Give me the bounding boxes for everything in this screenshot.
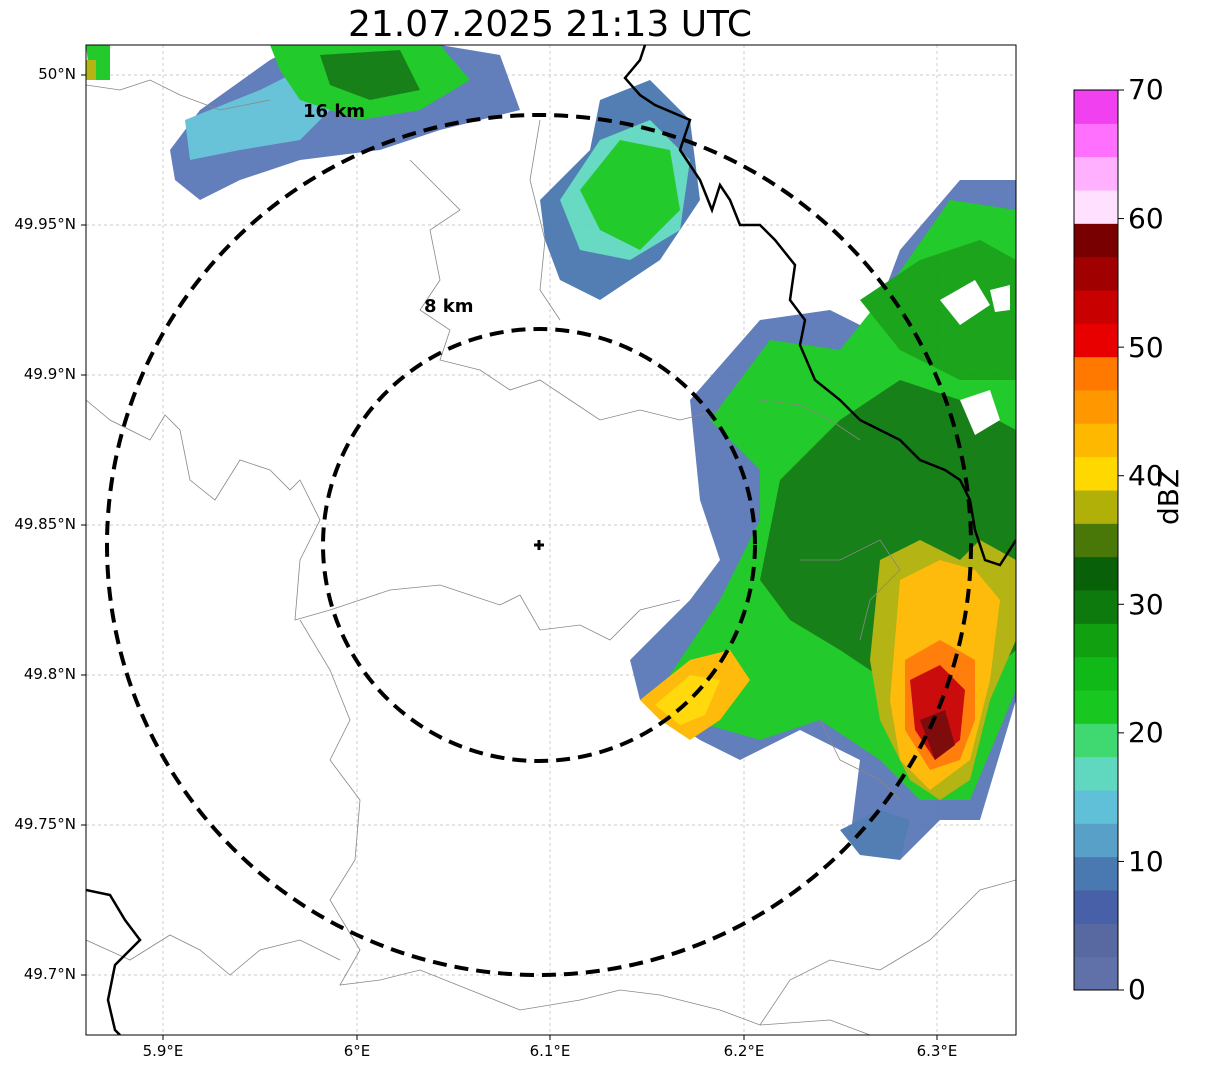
y-tick-label: 50°N	[38, 65, 76, 83]
colorbar-frame	[1073, 89, 1119, 991]
colorbar-tick-label: 70	[1128, 73, 1164, 106]
axis-ticks	[81, 74, 938, 1040]
colorbar-segment	[1074, 956, 1118, 991]
colorbar-segment	[1074, 256, 1118, 291]
colorbar-segment	[1074, 856, 1118, 891]
admin-borders	[86, 79, 1016, 1035]
range-rings	[105, 113, 973, 977]
radar-echoes	[86, 45, 1016, 860]
x-tick-label: 5.9°E	[142, 1042, 184, 1060]
map-title: 21.07.2025 21:13 UTC	[347, 4, 753, 45]
y-tick-label: 49.9°N	[23, 365, 76, 383]
colorbar-segment	[1074, 156, 1118, 191]
colorbar-tick-label: 20	[1128, 716, 1164, 749]
colorbar-tick-label: 60	[1128, 202, 1164, 235]
colorbar-segment	[1074, 123, 1118, 158]
colorbar-segment	[1074, 723, 1118, 758]
colorbar-segment	[1074, 656, 1118, 691]
colorbar-title: dBZ	[1152, 468, 1185, 525]
range-ring-label-8km: 8 km	[424, 296, 474, 317]
colorbar-segment	[1074, 623, 1118, 658]
colorbar-segment	[1074, 923, 1118, 958]
colorbar	[1074, 89, 1124, 991]
y-tick-label: 49.75°N	[14, 815, 76, 833]
colorbar-segment	[1074, 456, 1118, 491]
range-ring-16km	[105, 113, 973, 977]
y-tick-label: 49.7°N	[23, 965, 76, 983]
colorbar-segment	[1074, 690, 1118, 724]
x-tick-label: 6.1°E	[529, 1042, 571, 1060]
cross-icon	[534, 540, 544, 550]
colorbar-segment	[1074, 556, 1118, 591]
range-ring-8km	[321, 327, 757, 763]
colorbar-segment	[1074, 423, 1118, 458]
y-tick-label: 49.8°N	[23, 665, 76, 683]
colorbar-segment	[1074, 523, 1118, 558]
colorbar-segment	[1074, 823, 1118, 858]
x-tick-label: 6°E	[343, 1042, 371, 1060]
colorbar-segment	[1074, 756, 1118, 791]
colorbar-segment	[1074, 290, 1118, 324]
map-frame	[85, 44, 1017, 1036]
colorbar-segment	[1074, 490, 1118, 524]
colorbar-tick-label: 30	[1128, 588, 1164, 621]
colorbar-tick-label: 40	[1128, 459, 1164, 492]
colorbar-segment	[1074, 223, 1118, 258]
colorbar-segment	[1074, 90, 1118, 124]
range-ring-label-16km: 16 km	[303, 101, 366, 122]
national-border	[86, 45, 1016, 1035]
colorbar-segment	[1074, 356, 1118, 391]
colorbar-segment	[1074, 790, 1118, 824]
colorbar-segment	[1074, 190, 1118, 224]
x-tick-label: 6.2°E	[723, 1042, 765, 1060]
colorbar-tick-label: 0	[1128, 973, 1146, 1006]
x-tick-label: 6.3°E	[916, 1042, 958, 1060]
colorbar-segment	[1074, 590, 1118, 624]
y-tick-label: 49.85°N	[14, 515, 76, 533]
colorbar-segment	[1074, 323, 1118, 358]
colorbar-segment	[1074, 890, 1118, 924]
y-tick-label: 49.95°N	[14, 215, 76, 233]
colorbar-tick-label: 50	[1128, 331, 1164, 364]
colorbar-tick-label: 10	[1128, 845, 1164, 878]
colorbar-segment	[1074, 390, 1118, 424]
